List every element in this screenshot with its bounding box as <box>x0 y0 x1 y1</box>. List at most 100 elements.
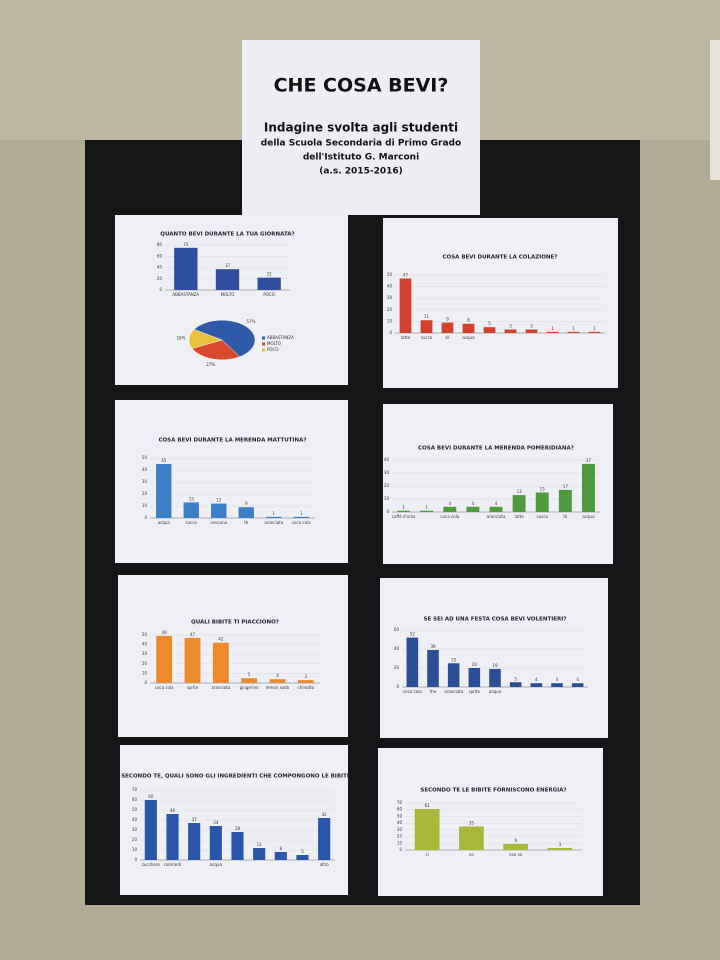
value-label: 1 <box>593 326 596 331</box>
bar <box>184 637 201 683</box>
y-tick-label: 10 <box>132 847 138 852</box>
bar <box>399 278 412 333</box>
header-card <box>242 40 480 215</box>
value-label: 4 <box>535 677 538 682</box>
y-tick-label: 40 <box>387 284 393 289</box>
bar <box>166 814 179 860</box>
y-tick-label: 20 <box>387 307 393 312</box>
value-label: 9 <box>514 838 517 843</box>
x-tick-label: coca cola <box>155 685 174 690</box>
chart-title: COSA BEVI DURANTE LA MERENDA MATTUTINA? <box>158 438 306 444</box>
x-tick-label: zucchero <box>142 862 161 867</box>
value-label: 8 <box>467 318 470 323</box>
bar <box>209 826 222 860</box>
bar <box>253 848 266 860</box>
chart-title: COSA BEVI DURANTE LA MERENDA POMERIDIANA… <box>418 446 574 452</box>
bar <box>441 322 454 333</box>
bar <box>420 320 433 333</box>
chart-title: QUALI BIBITE TI PIACCIONO? <box>191 620 279 626</box>
value-label: 1 <box>425 505 428 510</box>
value-label: 12 <box>257 842 263 847</box>
y-tick-label: 10 <box>397 840 403 845</box>
y-tick-label: 20 <box>142 661 148 666</box>
x-tick-label: succo <box>421 335 433 340</box>
value-label: 4 <box>472 501 475 506</box>
value-label: 5 <box>488 321 491 326</box>
sheet <box>378 748 603 896</box>
y-tick-label: 40 <box>132 817 138 822</box>
sheet <box>118 575 348 737</box>
bar <box>241 678 258 683</box>
value-label: 4 <box>276 673 279 678</box>
bar <box>468 668 481 687</box>
pie-label: 27% <box>206 362 215 367</box>
y-tick-label: 0 <box>134 857 137 862</box>
y-tick-label: 70 <box>397 800 403 805</box>
legend-swatch <box>262 342 265 346</box>
value-label: 3 <box>509 324 512 329</box>
bar <box>212 642 229 683</box>
value-label: 5 <box>301 849 304 854</box>
bar <box>489 668 501 687</box>
bar <box>530 683 543 687</box>
y-tick-label: 0 <box>144 680 147 685</box>
y-tick-label: 40 <box>142 467 148 472</box>
bar <box>525 329 538 333</box>
bar <box>504 329 517 333</box>
chart-title: SE SEI AD UNA FESTA COSA BEVI VOLENTIERI… <box>424 617 567 623</box>
value-label: 34 <box>213 820 219 825</box>
y-tick-label: 40 <box>384 457 390 462</box>
x-tick-label: latte <box>515 514 525 519</box>
y-tick-label: 60 <box>394 627 400 632</box>
y-tick-label: 0 <box>159 287 162 292</box>
value-label: 19 <box>492 663 498 668</box>
bar <box>443 506 457 512</box>
x-tick-label: sì <box>426 852 429 857</box>
bar <box>274 852 287 860</box>
x-tick-label: succo <box>536 514 548 519</box>
bar <box>466 506 480 512</box>
value-label: 20 <box>472 662 478 667</box>
pie-label: 16% <box>177 335 186 340</box>
bar <box>588 331 601 333</box>
header-line: Indagine svolta agli studenti <box>264 121 458 135</box>
bar <box>296 855 309 860</box>
value-label: 22 <box>267 272 273 277</box>
value-label: 5 <box>514 676 517 681</box>
y-tick-label: 50 <box>397 813 403 818</box>
bar <box>483 327 496 333</box>
bar <box>183 502 199 518</box>
header-line: dell'Istituto G. Marconi <box>303 153 419 163</box>
pie-slice <box>193 320 256 357</box>
y-tick-label: 0 <box>399 847 402 852</box>
y-tick-label: 0 <box>144 515 147 520</box>
value-label: 46 <box>170 808 176 813</box>
bar <box>397 510 411 512</box>
value-label: 52 <box>410 632 416 637</box>
x-tick-label: ABBASTANZA <box>172 292 199 297</box>
legend-swatch <box>262 336 265 340</box>
pie-slice <box>191 339 241 360</box>
header-line: (a.s. 2015-2016) <box>319 167 402 177</box>
y-tick-label: 40 <box>397 820 403 825</box>
bar <box>447 663 460 687</box>
value-label: 1 <box>572 326 575 331</box>
bar <box>581 463 595 512</box>
y-tick-label: 0 <box>389 330 392 335</box>
x-tick-label: acqua <box>489 689 502 694</box>
value-label: 37 <box>192 817 198 822</box>
chart-title: QUANTO BEVI DURANTE LA TUA GIORNATA? <box>160 232 294 238</box>
y-tick-label: 50 <box>132 807 138 812</box>
y-tick-label: 20 <box>142 491 148 496</box>
value-label: 9 <box>245 501 248 506</box>
value-label: 60 <box>148 794 154 799</box>
bar <box>156 464 172 518</box>
chart-title: SECONDO TE LE BIBITE FORNISCONO ENERGIA? <box>420 788 566 794</box>
sheet <box>383 404 613 564</box>
value-label: 8 <box>280 846 283 851</box>
x-tick-label: no <box>469 852 475 857</box>
value-label: 13 <box>189 496 195 501</box>
x-tick-label: tè <box>563 514 568 519</box>
x-tick-label: MOLTO <box>221 292 235 297</box>
value-label: 4 <box>556 677 559 682</box>
